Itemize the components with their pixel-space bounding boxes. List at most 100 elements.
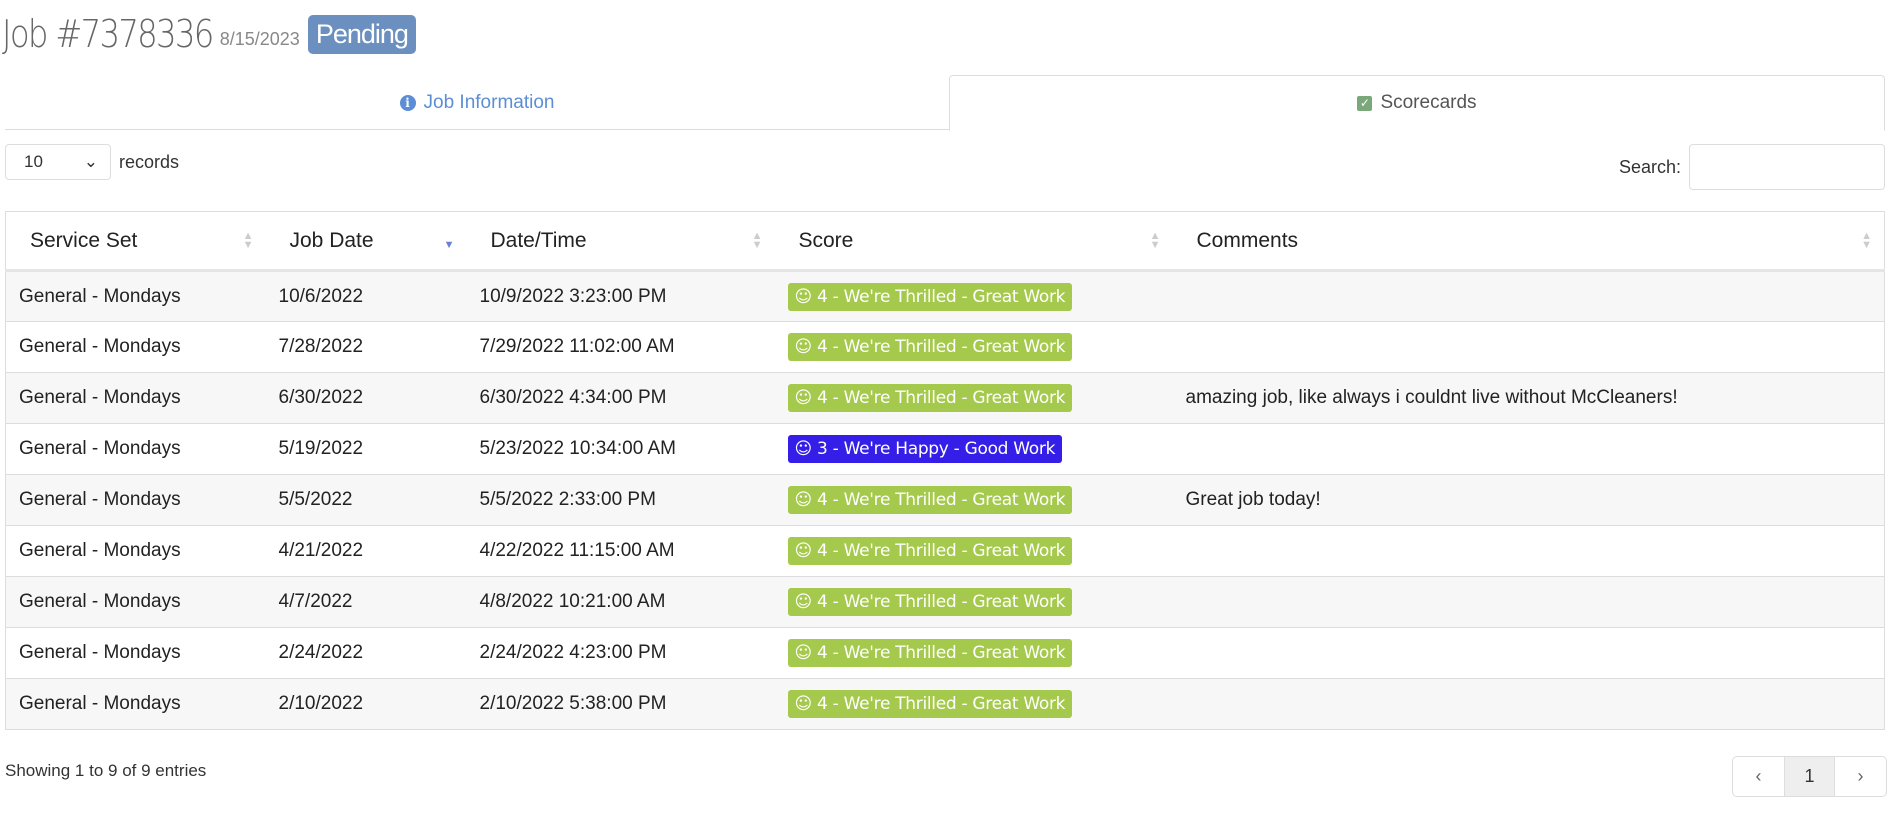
tab-job-information[interactable]: i Job Information (5, 75, 949, 130)
next-page-button[interactable]: › (1857, 766, 1864, 786)
sort-icon: ▲ ▼ (242, 230, 254, 251)
score-badge: ☺ 3 - We're Happy - Good Work (787, 435, 1063, 463)
search-label: Search: (1618, 156, 1681, 177)
table-row: General - Mondays 6/30/2022 6/30/2022 4:34… (5, 372, 1885, 424)
cell-datetime: 2/10/2022 5:38:00 PM (466, 678, 775, 730)
score-badge: ☺ 4 - We're Thrilled - Great Work (787, 690, 1073, 718)
cell-service: General - Mondays (5, 678, 266, 730)
cell-datetime: 4/8/2022 10:21:00 AM (466, 576, 775, 628)
select-value: 10 (24, 152, 43, 171)
score-label: 4 - We're Thrilled - Great Work (817, 286, 1066, 307)
smile-icon: ☺ (794, 643, 818, 663)
job-title: Job #7378336 (2, 12, 214, 56)
cell-datetime: 4/22/2022 11:15:00 AM (466, 525, 775, 577)
cell-job-date: 4/21/2022 (265, 525, 467, 577)
cell-service: General - Mondays (5, 525, 266, 577)
cell-datetime: 10/9/2022 3:23:00 PM (466, 270, 775, 322)
sort-desc-icon: ▼ (443, 239, 455, 251)
score-label: 4 - We're Thrilled - Great Work (817, 388, 1066, 408)
cell-comment (1172, 423, 1885, 475)
score-badge: ☺ 4 - We're Thrilled - Great Work (787, 486, 1073, 514)
column-header-date-time[interactable]: Date/Time ▲ ▼ (466, 211, 775, 272)
cell-score: ☺ 4 - We're Thrilled - Great Work (774, 576, 1173, 628)
cell-job-date: 4/7/2022 (265, 576, 467, 628)
page-header: Job #7378336 8/15/2023 Pending (2, 12, 416, 56)
cell-comment (1172, 525, 1885, 577)
cell-job-date: 5/5/2022 (265, 474, 467, 526)
cell-datetime: 5/5/2022 2:33:00 PM (466, 474, 775, 526)
cell-score: ☺ 3 - We're Happy - Good Work (774, 423, 1173, 475)
page-1-button[interactable]: 1 (1784, 757, 1835, 796)
cell-service: General - Mondays (5, 423, 266, 475)
table-row: General - Mondays 4/7/2022 4/8/2022 10:21:… (5, 576, 1885, 628)
table-row: General - Mondays 7/28/2022 7/29/2022 11:0… (5, 321, 1885, 373)
cell-job-date: 2/24/2022 (265, 627, 467, 679)
sort-icon: ▲ ▼ (1149, 230, 1161, 251)
scorecards-table: Service Set ▲ ▼ Job Date ▼ Date/Time ▲ ▼ Score ▲ ▼… (5, 211, 1885, 730)
table-row: General - Mondays 2/10/2022 2/10/2022 5:38… (5, 678, 1885, 730)
smile-icon: ☺ (794, 337, 818, 357)
cell-comment (1172, 627, 1885, 679)
cell-service: General - Mondays (5, 576, 266, 628)
table-row: General - Mondays 5/5/2022 5/5/2022 2:33:0… (5, 474, 1885, 526)
tab-label: Scorecards (1380, 92, 1477, 113)
cell-score: ☺ 4 - We're Thrilled - Great Work (774, 678, 1173, 730)
tab-bar: i Job Information ✓ Scorecards (5, 75, 1885, 131)
cell-service: General - Mondays (5, 372, 266, 424)
cell-job-date: 5/19/2022 (265, 423, 467, 475)
column-label: Date/Time (490, 228, 587, 252)
score-label: 4 - We're Thrilled - Great Work (817, 643, 1066, 663)
column-header-comments[interactable]: Comments ▲ ▼ (1172, 211, 1885, 272)
cell-score: ☺ 4 - We're Thrilled - Great Work (774, 270, 1173, 322)
search-input[interactable] (1689, 144, 1885, 190)
column-label: Comments (1196, 228, 1299, 252)
column-label: Service Set (30, 228, 138, 252)
cell-score: ☺ 4 - We're Thrilled - Great Work (774, 474, 1173, 526)
smile-icon: ☺ (794, 694, 818, 714)
cell-service: General - Mondays (5, 474, 266, 526)
tab-label: Job Information (423, 91, 555, 113)
cell-score: ☺ 4 - We're Thrilled - Great Work (774, 321, 1173, 373)
score-badge: ☺ 4 - We're Thrilled - Great Work (787, 639, 1073, 667)
cell-datetime: 6/30/2022 4:34:00 PM (466, 372, 775, 424)
cell-score: ☺ 4 - We're Thrilled - Great Work (774, 525, 1173, 577)
cell-comment: amazing job, like always i couldnt live … (1172, 372, 1885, 424)
score-badge: ☺ 4 - We're Thrilled - Great Work (787, 537, 1073, 565)
prev-page-button[interactable]: ‹ (1755, 766, 1762, 786)
sort-icon: ▲ ▼ (1861, 230, 1872, 251)
cell-comment (1172, 321, 1885, 373)
records-per-page-select[interactable]: 10 ⌄ (5, 144, 111, 180)
cell-comment (1172, 678, 1885, 730)
cell-comment (1172, 576, 1885, 628)
column-header-service-set[interactable]: Service Set ▲ ▼ (5, 211, 266, 272)
sort-icon: ▲ ▼ (751, 230, 763, 251)
smile-icon: ☺ (794, 439, 818, 459)
table-row: General - Mondays 5/19/2022 5/23/2022 10:3… (5, 423, 1885, 475)
column-header-job-date[interactable]: Job Date ▼ (265, 211, 467, 272)
score-label: 4 - We're Thrilled - Great Work (817, 541, 1066, 561)
cell-service: General - Mondays (5, 270, 266, 322)
cell-comment (1172, 270, 1885, 322)
status-badge: Pending (307, 14, 416, 54)
cell-comment: Great job today! (1172, 474, 1885, 526)
table-row: General - Mondays 2/24/2022 2/24/2022 4:23… (5, 627, 1885, 679)
chevron-down-icon: ⌄ (83, 152, 98, 171)
checkbox-icon: ✓ (1357, 95, 1373, 111)
cell-datetime: 5/23/2022 10:34:00 AM (466, 423, 775, 475)
score-label: 4 - We're Thrilled - Great Work (817, 337, 1066, 357)
score-label: 4 - We're Thrilled - Great Work (817, 490, 1066, 510)
column-label: Score (798, 228, 854, 252)
score-badge: ☺ 4 - We're Thrilled - Great Work (787, 333, 1073, 361)
smile-icon: ☺ (794, 286, 818, 307)
score-badge: ☺ 4 - We're Thrilled - Great Work (787, 282, 1073, 311)
tab-scorecards[interactable]: ✓ Scorecards (949, 75, 1885, 131)
cell-datetime: 2/24/2022 4:23:00 PM (466, 627, 775, 679)
smile-icon: ☺ (794, 490, 818, 510)
records-length: 10 ⌄ records (5, 144, 179, 180)
cell-score: ☺ 4 - We're Thrilled - Great Work (774, 627, 1173, 679)
column-header-score[interactable]: Score ▲ ▼ (774, 211, 1173, 272)
table-row: General - Mondays 10/6/2022 10/9/2022 3:23… (5, 270, 1885, 322)
cell-score: ☺ 4 - We're Thrilled - Great Work (774, 372, 1173, 424)
pagination: ‹ 1 › (1732, 756, 1887, 797)
score-badge: ☺ 4 - We're Thrilled - Great Work (787, 588, 1073, 616)
